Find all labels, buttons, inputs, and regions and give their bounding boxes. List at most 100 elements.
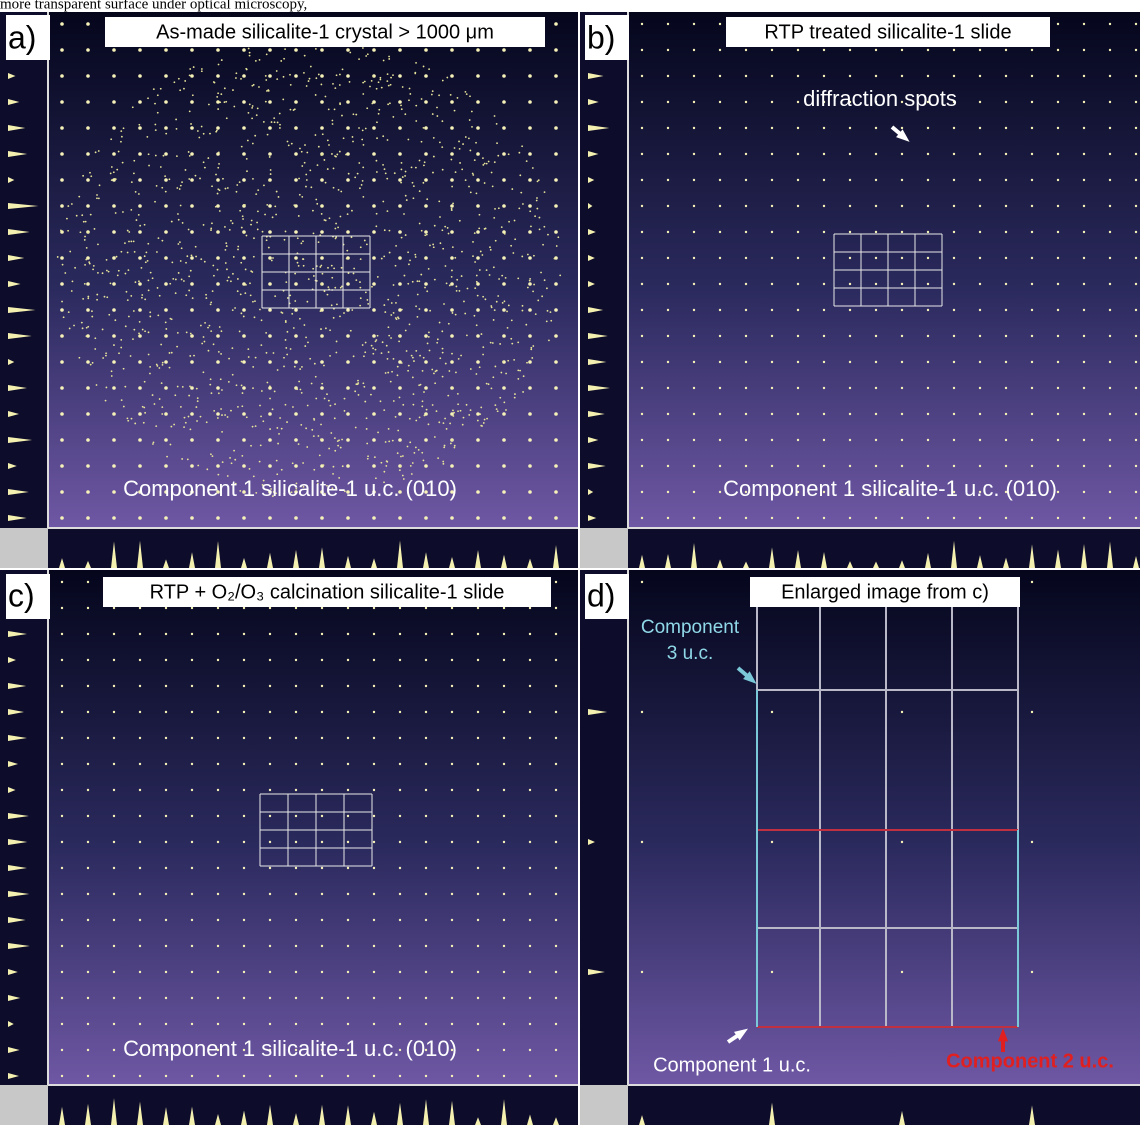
speckle — [426, 234, 428, 236]
speckle — [218, 151, 220, 153]
speckle — [393, 312, 395, 314]
side-strip — [0, 570, 48, 1085]
speckle — [265, 75, 267, 77]
speckle — [447, 227, 449, 229]
speckle — [384, 311, 386, 313]
speckle — [325, 182, 327, 184]
diffraction-spot — [451, 997, 453, 999]
speckle — [277, 122, 279, 124]
speckle — [262, 231, 264, 233]
speckle — [155, 155, 157, 157]
speckle — [171, 318, 173, 320]
speckle — [381, 258, 383, 260]
speckle — [218, 351, 220, 353]
diffraction-spot — [1109, 361, 1111, 363]
panel-caption: Component 1 silicalite-1 u.c. (010) — [123, 476, 457, 501]
diffraction-spot — [138, 464, 142, 468]
speckle — [82, 298, 84, 300]
diffraction-spot — [1135, 491, 1137, 493]
diffraction-spot — [164, 516, 168, 520]
speckle — [315, 94, 317, 96]
speckle — [312, 210, 314, 212]
diffraction-spot — [191, 763, 193, 765]
diffraction-spot — [138, 48, 142, 52]
speckle — [118, 352, 120, 354]
diffraction-spot — [112, 74, 116, 78]
diffraction-spot — [529, 945, 531, 947]
speckle — [390, 84, 392, 86]
speckle — [454, 110, 456, 112]
speckle — [236, 384, 238, 386]
speckle — [232, 89, 234, 91]
speckle — [243, 232, 245, 234]
diffraction-spot — [953, 413, 955, 415]
speckle — [95, 151, 97, 153]
diffraction-spot — [528, 178, 532, 182]
diffraction-spot — [112, 204, 116, 208]
speckle — [189, 155, 191, 157]
speckle — [375, 225, 377, 227]
diffraction-spot — [321, 763, 323, 765]
speckle — [366, 443, 368, 445]
speckle — [333, 267, 335, 269]
diffraction-spot — [927, 387, 929, 389]
speckle — [366, 243, 368, 245]
speckle — [275, 214, 277, 216]
speckle — [157, 94, 159, 96]
diffraction-spot — [797, 179, 799, 181]
diffraction-spot — [294, 412, 298, 416]
diffraction-spot — [503, 763, 505, 765]
diffraction-spot — [529, 997, 531, 999]
speckle — [266, 90, 268, 92]
diffraction-spot — [503, 737, 505, 739]
speckle — [494, 208, 496, 210]
diffraction-spot — [953, 387, 955, 389]
diffraction-spot — [1057, 491, 1059, 493]
speckle — [227, 416, 229, 418]
speckle — [197, 397, 199, 399]
speckle — [293, 204, 295, 206]
diffraction-spot — [1135, 153, 1137, 155]
diffraction-spot — [86, 386, 90, 390]
speckle — [285, 339, 287, 341]
diffraction-spot — [398, 48, 402, 52]
diffraction-spot — [399, 893, 401, 895]
diffraction-spot — [243, 607, 245, 609]
speckle — [76, 215, 78, 217]
diffraction-spot — [87, 867, 89, 869]
diffraction-spot — [425, 737, 427, 739]
diffraction-spot — [745, 335, 747, 337]
speckle — [461, 168, 463, 170]
speckle — [319, 454, 321, 456]
diffraction-spot — [953, 257, 955, 259]
speckle — [386, 460, 388, 462]
diffraction-spot — [528, 516, 532, 520]
speckle — [213, 81, 215, 83]
speckle — [401, 362, 403, 364]
diffraction-spot — [61, 581, 63, 583]
diffraction-spot — [347, 633, 349, 635]
speckle — [376, 137, 378, 139]
diffraction-spot — [1031, 335, 1033, 337]
diffraction-spot — [823, 49, 825, 51]
speckle — [291, 313, 293, 315]
speckle — [220, 93, 222, 95]
speckle — [400, 104, 402, 106]
speckle — [442, 348, 444, 350]
speckle — [155, 129, 157, 131]
diffraction-spot — [849, 75, 851, 77]
speckle — [239, 210, 241, 212]
diffraction-spot — [190, 282, 194, 286]
diffraction-spot — [927, 309, 929, 311]
diffraction-spot — [191, 633, 193, 635]
speckle — [218, 392, 220, 394]
diffraction-spot — [502, 282, 506, 286]
speckle — [229, 229, 231, 231]
diffraction-spot — [217, 971, 219, 973]
speckle — [116, 256, 118, 258]
speckle — [378, 81, 380, 83]
diffraction-spot — [86, 204, 90, 208]
diffraction-spot — [190, 152, 194, 156]
diffraction-spot — [927, 49, 929, 51]
speckle — [369, 86, 371, 88]
